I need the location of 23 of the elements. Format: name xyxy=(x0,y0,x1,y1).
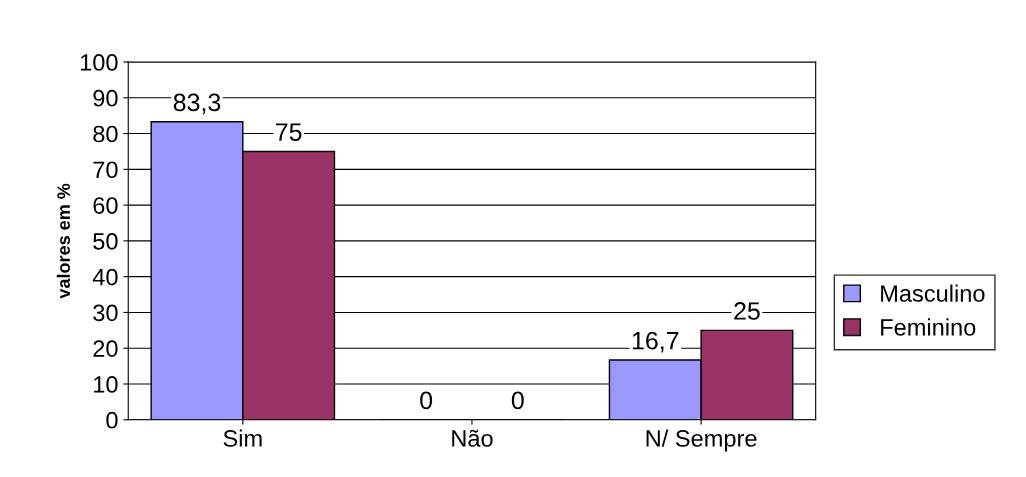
x-tick-label: Não xyxy=(452,429,493,447)
y-tick-label: 10 xyxy=(94,376,118,393)
y-axis-title: valores em % xyxy=(56,183,71,299)
y-tick-label: 0 xyxy=(106,411,118,429)
x-tick-label: N/ Sempre xyxy=(646,429,757,452)
legend-label: Feminino xyxy=(881,318,976,336)
legend-label: Masculino xyxy=(881,284,985,302)
y-tick-label: 70 xyxy=(93,161,118,179)
text: 0 xyxy=(511,391,524,410)
x-tick-label: Sim xyxy=(223,429,262,447)
text: 25 xyxy=(734,302,760,320)
y-tick-label: 60 xyxy=(93,197,118,214)
text: 83,3 xyxy=(173,93,221,115)
y-tick-label: 100 xyxy=(80,54,118,71)
text: 75 xyxy=(276,123,302,141)
y-tick-label: 40 xyxy=(92,268,118,286)
y-tick-label: 90 xyxy=(93,89,118,107)
y-tick-label: 30 xyxy=(93,304,118,322)
y-tick-label: 50 xyxy=(93,232,118,250)
text: 16,7 xyxy=(632,331,679,353)
text: 0 xyxy=(420,391,433,410)
y-tick-label: 20 xyxy=(93,340,118,357)
y-tick-label: 80 xyxy=(93,125,118,143)
